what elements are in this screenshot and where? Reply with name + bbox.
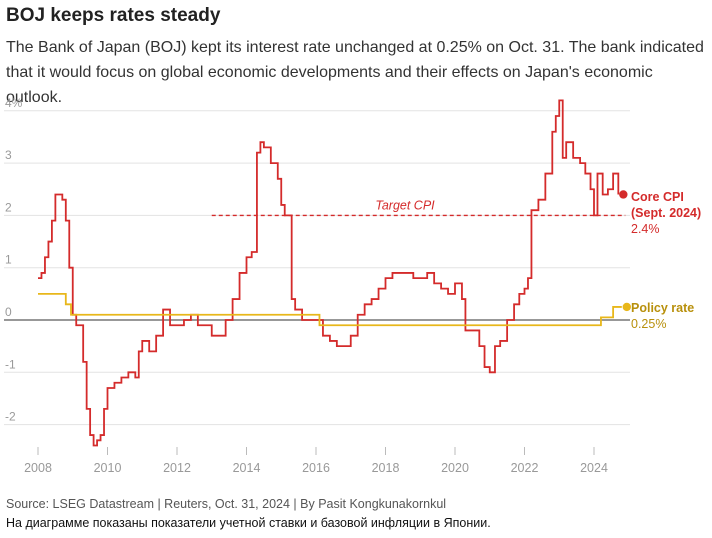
policy-rate-line xyxy=(38,292,622,327)
policy-rate-value-label: 0.25% xyxy=(631,317,666,331)
y-tick-label: -1 xyxy=(5,357,16,371)
x-tick-label: 2024 xyxy=(580,461,608,475)
annotations: Target CPI xyxy=(211,198,626,217)
x-tick-label: 2010 xyxy=(94,461,122,475)
core-cpi-line xyxy=(38,99,620,447)
x-axis-ticks: 2008 2010 2012 2014 2016 2018 2020 2022 2024 xyxy=(24,447,608,475)
x-tick-label: 2020 xyxy=(441,461,469,475)
grid-lines xyxy=(4,110,630,426)
x-tick-label: 2008 xyxy=(24,461,52,475)
x-tick-label: 2016 xyxy=(302,461,330,475)
chart-title: BOJ keeps rates steady xyxy=(6,5,221,26)
core-cpi-endpoint xyxy=(619,190,628,199)
policy-rate-endpoint xyxy=(622,302,631,312)
chart-subtitle: The Bank of Japan (BOJ) kept its interes… xyxy=(6,39,704,106)
source-note: Source: LSEG Datastream | Reuters, Oct. … xyxy=(6,497,447,511)
y-axis-ticks: -2 -1 0 1 2 3 4% xyxy=(5,96,23,424)
y-tick-label: -2 xyxy=(5,410,16,424)
x-tick-label: 2018 xyxy=(372,461,400,475)
series-lines xyxy=(38,99,631,447)
x-tick-label: 2012 xyxy=(163,461,191,475)
y-tick-label: 0 xyxy=(5,305,12,319)
core-cpi-value-label: 2.4% xyxy=(631,222,660,236)
y-tick-label: 1 xyxy=(5,253,12,267)
series-labels: Core CPI (Sept. 2024) 2.4% Policy rate 0.25% xyxy=(631,190,701,331)
chart-description: На диаграмме показаны показатели учетной… xyxy=(6,516,491,530)
y-tick-label: 4% xyxy=(5,96,23,110)
target-cpi-label: Target CPI xyxy=(375,198,435,212)
core-cpi-date-label: (Sept. 2024) xyxy=(631,206,701,220)
x-tick-label: 2014 xyxy=(233,461,261,475)
y-tick-label: 2 xyxy=(5,200,12,214)
core-cpi-label: Core CPI xyxy=(631,190,684,204)
y-tick-label: 3 xyxy=(5,148,12,162)
x-tick-label: 2022 xyxy=(511,461,539,475)
policy-rate-label: Policy rate xyxy=(631,301,694,315)
